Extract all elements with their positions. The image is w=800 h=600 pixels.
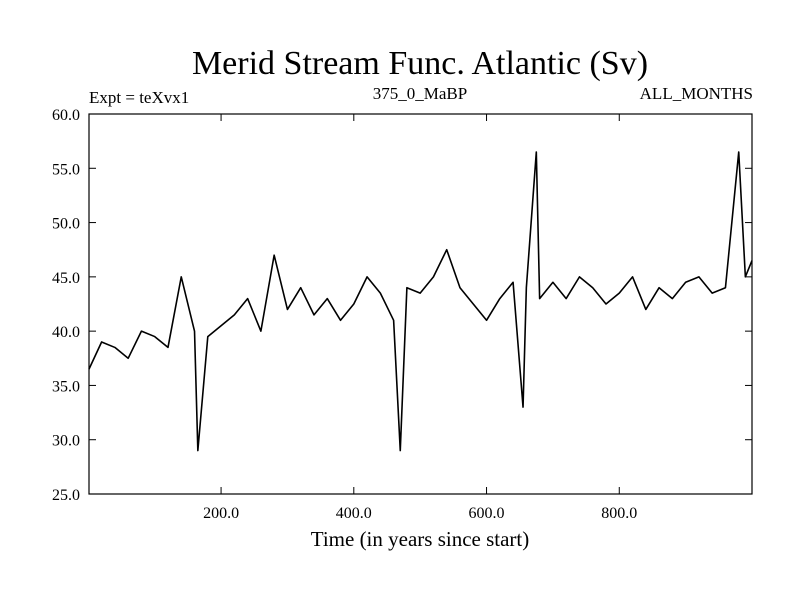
x-axis-label: Time (in years since start) bbox=[311, 527, 530, 551]
y-tick-label: 35.0 bbox=[52, 378, 80, 395]
plot-frame bbox=[88, 113, 753, 495]
x-axis: 200.0 400.0 600.0 800.0 bbox=[203, 114, 637, 522]
x-tick-label: 800.0 bbox=[601, 505, 637, 522]
y-axis: 25.0 30.0 35.0 40.0 45.0 50.0 55.0 60.0 bbox=[52, 107, 752, 504]
chart-title: Merid Stream Func. Atlantic (Sv) bbox=[192, 45, 648, 82]
y-tick-label: 25.0 bbox=[52, 487, 80, 504]
x-tick-label: 600.0 bbox=[469, 505, 505, 522]
expt-label: Expt = teXvx1 bbox=[89, 88, 189, 107]
x-tick-label: 400.0 bbox=[336, 505, 372, 522]
series-line bbox=[88, 151, 753, 452]
x-tick-label: 200.0 bbox=[203, 505, 239, 522]
run-label: 375_0_MaBP bbox=[373, 84, 467, 103]
y-tick-label: 30.0 bbox=[52, 433, 80, 450]
series-layer bbox=[88, 151, 753, 452]
months-label: ALL_MONTHS bbox=[640, 84, 753, 103]
y-tick-label: 40.0 bbox=[52, 324, 80, 341]
y-tick-label: 45.0 bbox=[52, 270, 80, 287]
y-tick-label: 60.0 bbox=[52, 107, 80, 124]
y-tick-label: 50.0 bbox=[52, 216, 80, 233]
y-tick-label: 55.0 bbox=[52, 161, 80, 178]
